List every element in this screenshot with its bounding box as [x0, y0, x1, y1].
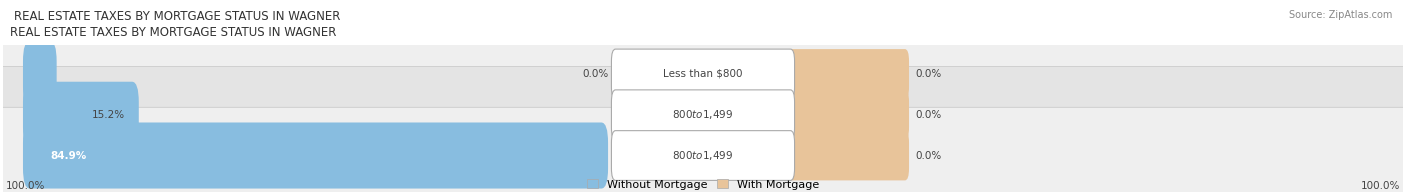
Text: REAL ESTATE TAXES BY MORTGAGE STATUS IN WAGNER: REAL ESTATE TAXES BY MORTGAGE STATUS IN …: [10, 26, 336, 39]
Text: 15.2%: 15.2%: [93, 110, 125, 120]
Legend: Without Mortgage, With Mortgage: Without Mortgage, With Mortgage: [588, 179, 818, 190]
FancyBboxPatch shape: [0, 107, 1406, 195]
Text: REAL ESTATE TAXES BY MORTGAGE STATUS IN WAGNER: REAL ESTATE TAXES BY MORTGAGE STATUS IN …: [14, 10, 340, 23]
Text: $800 to $1,499: $800 to $1,499: [672, 149, 734, 162]
Text: 100.0%: 100.0%: [6, 181, 45, 191]
FancyBboxPatch shape: [786, 90, 910, 140]
Text: 0.0%: 0.0%: [915, 110, 942, 120]
FancyBboxPatch shape: [612, 49, 794, 99]
FancyBboxPatch shape: [22, 122, 607, 189]
FancyBboxPatch shape: [22, 41, 56, 107]
FancyBboxPatch shape: [786, 131, 910, 180]
FancyBboxPatch shape: [0, 66, 1406, 163]
Text: 0.0%: 0.0%: [582, 69, 609, 79]
FancyBboxPatch shape: [0, 26, 1406, 122]
Text: 0.0%: 0.0%: [915, 69, 942, 79]
Text: 100.0%: 100.0%: [1361, 181, 1400, 191]
FancyBboxPatch shape: [612, 131, 794, 180]
Text: Source: ZipAtlas.com: Source: ZipAtlas.com: [1288, 10, 1392, 20]
Text: 0.0%: 0.0%: [915, 151, 942, 160]
Text: 84.9%: 84.9%: [49, 151, 86, 160]
FancyBboxPatch shape: [22, 82, 139, 148]
FancyBboxPatch shape: [612, 90, 794, 140]
FancyBboxPatch shape: [786, 49, 910, 99]
Text: Less than $800: Less than $800: [664, 69, 742, 79]
Text: $800 to $1,499: $800 to $1,499: [672, 108, 734, 121]
